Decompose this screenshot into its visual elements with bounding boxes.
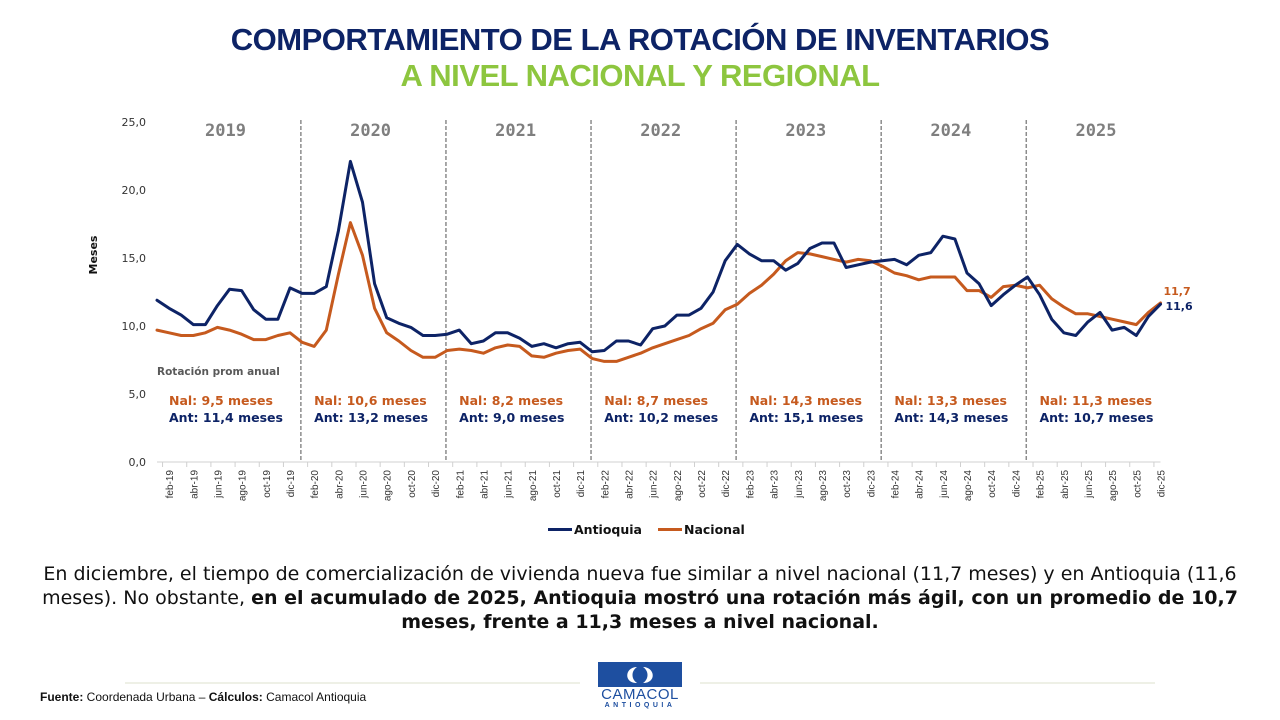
chart-title-line2: A NIVEL NACIONAL Y REGIONAL — [400, 58, 880, 93]
y-axis-label: Meses — [87, 235, 100, 274]
series-line-nacional — [155, 221, 1162, 363]
annual-average-nal: Nal: 9,5 meses — [169, 393, 273, 408]
calc-value: Camacol Antioquia — [262, 690, 367, 704]
x-tick-label: feb-22 — [600, 470, 611, 499]
x-tick-label: feb-21 — [455, 470, 466, 499]
end-label-antioquia: 11,6 — [1165, 300, 1192, 313]
logo-emblem-icon — [598, 662, 682, 687]
line-chart: 0,0 5,0 10,0 15,0 20,0 25,0 Meses feb-19 abr-19 j… — [87, 116, 1193, 502]
annual-average-nal: Nal: 8,7 meses — [604, 393, 708, 408]
legend-label-nacional: Nacional — [684, 522, 745, 537]
year-label: 2021 — [495, 121, 536, 141]
chart-legend: Antioquia Nacional — [548, 522, 745, 537]
end-label-nacional: 11,7 — [1163, 285, 1190, 298]
y-tick-label: 15,0 — [122, 252, 147, 265]
x-tick-label: feb-19 — [165, 470, 176, 499]
x-tick-label: jun-22 — [649, 470, 660, 499]
x-tick-label: dic-20 — [431, 470, 442, 498]
y-tick-label: 10,0 — [122, 320, 147, 333]
x-tick-label: feb-25 — [1036, 470, 1047, 499]
logo-subtitle: ANTIOQUIA — [604, 702, 676, 709]
x-tick-label: abr-23 — [770, 470, 781, 499]
x-tick-label: abr-19 — [189, 470, 200, 499]
source-value: Coordenada Urbana – — [83, 690, 209, 704]
x-tick-label: ago-21 — [528, 470, 539, 502]
x-tick-label: jun-25 — [1084, 470, 1095, 499]
year-label: 2024 — [930, 121, 971, 141]
x-tick-label: ago-22 — [673, 470, 684, 502]
series-line-antioquia — [155, 159, 1162, 354]
x-tick-label: abr-24 — [915, 470, 926, 499]
x-tick-label: abr-21 — [479, 470, 490, 499]
x-tick-label: feb-24 — [890, 470, 901, 499]
annual-average-nal: Nal: 14,3 meses — [749, 393, 862, 408]
legend-item-nacional: Nacional — [658, 522, 745, 537]
year-label: 2019 — [205, 121, 246, 141]
footer-divider-left — [125, 682, 580, 684]
y-tick-label: 0,0 — [129, 456, 147, 469]
annual-average-nal: Nal: 11,3 meses — [1039, 393, 1152, 408]
x-tick-label: ago-19 — [238, 470, 249, 502]
x-tick-label: oct-22 — [697, 470, 708, 498]
x-tick-label: oct-21 — [552, 470, 563, 498]
x-tick-label: oct-24 — [987, 470, 998, 498]
legend-swatch-nacional — [658, 528, 682, 531]
x-tick-label: dic-24 — [1011, 470, 1022, 498]
y-tick-label: 20,0 — [122, 184, 147, 197]
annual-average-ant: Ant: 9,0 meses — [459, 410, 564, 425]
x-tick-label: dic-23 — [866, 470, 877, 498]
x-tick-label: abr-22 — [625, 470, 636, 499]
summary-text: En diciembre, el tiempo de comercializac… — [40, 562, 1240, 634]
year-label: 2025 — [1075, 121, 1116, 141]
x-tick-label: abr-20 — [334, 470, 345, 499]
annual-average-ant: Ant: 15,1 meses — [749, 410, 863, 425]
x-tick-label: dic-19 — [286, 470, 297, 498]
year-label: 2023 — [785, 121, 826, 141]
x-tick-label: ago-20 — [383, 470, 394, 502]
x-tick-label: dic-21 — [576, 470, 587, 498]
source-label: Fuente: — [40, 690, 84, 704]
legend-item-antioquia: Antioquia — [548, 522, 642, 537]
annual-average-ant: Ant: 13,2 meses — [314, 410, 428, 425]
x-tick-label: jun-21 — [504, 470, 515, 499]
x-tick-label: oct-23 — [842, 470, 853, 498]
x-tick-label: dic-25 — [1156, 470, 1167, 498]
x-tick-label: oct-25 — [1132, 470, 1143, 498]
logo-name: CAMACOL — [601, 686, 679, 703]
annual-average-ant: Ant: 14,3 meses — [894, 410, 1008, 425]
camacol-logo: CAMACOL ANTIOQUIA — [598, 662, 682, 709]
x-tick-label: jun-23 — [794, 470, 805, 499]
year-label: 2020 — [350, 121, 391, 141]
x-tick-label: oct-19 — [262, 470, 273, 498]
annual-average-nal: Nal: 8,2 meses — [459, 393, 563, 408]
summary-bold: en el acumulado de 2025, Antioquia mostr… — [251, 587, 1238, 633]
chart-title-line1: COMPORTAMIENTO DE LA ROTACIÓN DE INVENTA… — [230, 22, 1050, 57]
y-tick-label: 25,0 — [122, 116, 147, 129]
annual-average-ant: Ant: 10,7 meses — [1039, 410, 1153, 425]
legend-label-antioquia: Antioquia — [574, 522, 642, 537]
x-tick-label: oct-20 — [407, 470, 418, 498]
x-tick-label: ago-24 — [963, 470, 974, 502]
y-tick-label: 5,0 — [129, 388, 147, 401]
annual-average-ant: Ant: 11,4 meses — [169, 410, 283, 425]
x-tick-label: jun-19 — [213, 470, 224, 499]
x-tick-label: feb-23 — [745, 470, 756, 499]
year-label: 2022 — [640, 121, 681, 141]
annual-average-ant: Ant: 10,2 meses — [604, 410, 718, 425]
x-tick-label: abr-25 — [1060, 470, 1071, 499]
x-tick-label: ago-23 — [818, 470, 829, 502]
x-tick-label: jun-24 — [939, 470, 950, 499]
legend-swatch-antioquia — [548, 528, 572, 531]
annual-average-nal: Nal: 13,3 meses — [894, 393, 1007, 408]
x-tick-label: ago-25 — [1108, 470, 1119, 502]
x-tick-label: feb-20 — [310, 470, 321, 499]
annual-average-heading: Rotación prom anual — [157, 366, 280, 378]
annual-average-nal: Nal: 10,6 meses — [314, 393, 427, 408]
x-tick-label: jun-20 — [359, 470, 370, 499]
summary-plain: En diciembre, el tiempo de comercializac… — [42, 563, 1237, 609]
x-tick-label: dic-22 — [721, 470, 732, 498]
footer-source: Fuente: Coordenada Urbana – Cálculos: Ca… — [40, 690, 366, 704]
footer-divider-right — [700, 682, 1155, 684]
calc-label: Cálculos: — [208, 690, 263, 704]
